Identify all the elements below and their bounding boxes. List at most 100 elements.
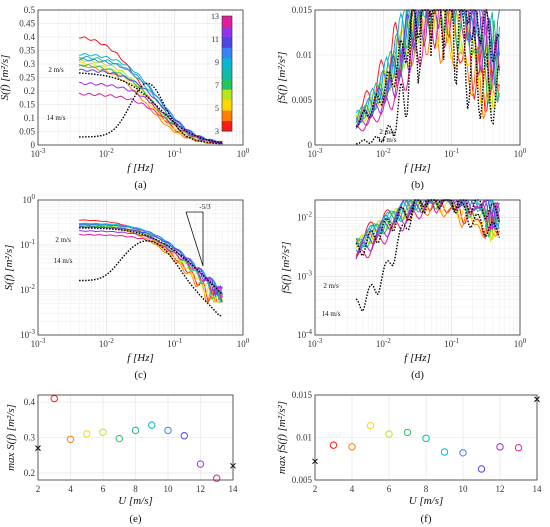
tick-label: 0.01 bbox=[296, 50, 312, 60]
tick-label: 0.25 bbox=[19, 73, 35, 83]
colorbar-swatch bbox=[222, 57, 232, 69]
data-point-6 bbox=[99, 428, 107, 436]
data-point-4 bbox=[348, 443, 356, 451]
colorbar-swatch bbox=[222, 68, 232, 80]
x-axis-label: f [Hz] bbox=[404, 352, 431, 364]
tick-label: 100 bbox=[23, 193, 36, 205]
x-axis-label: f [Hz] bbox=[404, 162, 431, 174]
panel-label: (d) bbox=[411, 369, 424, 381]
tick-label: 4 bbox=[68, 484, 73, 494]
annotation-2ms: 2 m/s bbox=[379, 128, 395, 136]
panel-label: (e) bbox=[129, 513, 142, 525]
tick-label: 100 bbox=[514, 147, 527, 159]
colorbar-tick: 5 bbox=[215, 104, 219, 113]
tick-label: 10-3 bbox=[297, 269, 312, 281]
y-axis-label: fS(f) [m²/s²] bbox=[276, 51, 288, 103]
colorbar-tick: 9 bbox=[215, 58, 219, 67]
tick-label: 0.005 bbox=[292, 95, 313, 105]
colorbar-tick: 7 bbox=[215, 81, 219, 90]
plot-area bbox=[38, 200, 243, 335]
y-axis-label: max S(f) [m²/s] bbox=[5, 404, 17, 471]
tick-label: 10-2 bbox=[376, 337, 391, 349]
x-axis-label: f [Hz] bbox=[127, 162, 154, 174]
colorbar-swatch bbox=[222, 110, 232, 122]
axes-frame bbox=[37, 394, 234, 481]
series-line-dot-2 bbox=[79, 227, 223, 296]
tick-label: 6 bbox=[101, 484, 106, 494]
tick-label: 0.015 bbox=[292, 390, 313, 400]
slope-triangle bbox=[185, 211, 204, 267]
series-line-dot-14 bbox=[79, 82, 223, 145]
axes-frame bbox=[37, 199, 244, 336]
y-axis-label: S(f) [m²/s] bbox=[0, 55, 11, 101]
tick-label: 4 bbox=[350, 484, 355, 494]
data-point-3 bbox=[329, 441, 338, 449]
panel-e: 2 4 6 8 10 12 14 0.2 0.3 0.4 U [m/s] max S(f) [m²/s… bbox=[5, 394, 238, 525]
data-point-10 bbox=[459, 449, 467, 457]
panel-a: 10-3 10-2 10-1 100 0 0.05 0.1 0.15 0.2 0.25 0.3 0.3… bbox=[0, 5, 250, 191]
tick-label: 10-3 bbox=[31, 147, 46, 159]
series-line-11 bbox=[78, 68, 223, 144]
panel-label: (f) bbox=[421, 513, 432, 525]
tick-label: 12 bbox=[196, 484, 205, 494]
tick-label: 0 bbox=[31, 140, 36, 150]
colorbar-swatch bbox=[222, 36, 232, 48]
colorbar-swatch bbox=[222, 78, 232, 90]
tick-label: 10-3 bbox=[308, 337, 323, 349]
tick-label: 10-3 bbox=[31, 337, 46, 349]
data-point-8 bbox=[422, 434, 430, 443]
series-line-13 bbox=[78, 92, 223, 144]
colorbar-swatch bbox=[222, 26, 232, 38]
panel-label: (c) bbox=[134, 369, 147, 381]
panel-f: 2 4 6 8 10 12 14 0.005 0.01 0.015 U [m/s] max fS(f)… bbox=[276, 390, 542, 525]
data-point-7 bbox=[403, 428, 412, 437]
tick-label: 10-2 bbox=[99, 337, 114, 349]
series-line-12 bbox=[79, 81, 223, 144]
colorbar-swatch bbox=[222, 47, 232, 59]
tick-label: 0.3 bbox=[24, 59, 36, 69]
data-point-8 bbox=[131, 426, 140, 435]
tick-label: 10-2 bbox=[99, 147, 114, 159]
x-axis-label: f [Hz] bbox=[127, 352, 154, 364]
y-axis-label: max fS(f) [m²/s²] bbox=[276, 401, 288, 474]
annotation-14ms: 14 m/s bbox=[47, 114, 66, 122]
tick-label: 10-2 bbox=[376, 147, 391, 159]
tick-label: 10-1 bbox=[444, 147, 459, 159]
tick-label: 0.15 bbox=[19, 100, 35, 110]
data-point-11 bbox=[180, 432, 188, 440]
tick-label: 100 bbox=[237, 147, 250, 159]
annotation-slope: -5/3 bbox=[199, 203, 211, 211]
data-point-12 bbox=[196, 460, 205, 468]
tick-label: 8 bbox=[133, 484, 138, 494]
series-line-13 bbox=[79, 233, 223, 303]
tick-label: 0.4 bbox=[24, 32, 36, 42]
y-axis-label: fS(f) [m²/s²] bbox=[280, 241, 292, 293]
series-line-5 bbox=[355, 199, 500, 256]
tick-label: 2 bbox=[313, 484, 318, 494]
panel-label: (a) bbox=[134, 179, 147, 191]
data-point-9 bbox=[148, 421, 156, 429]
series-line-12 bbox=[79, 230, 223, 298]
series-line-11 bbox=[79, 226, 223, 296]
tick-label: 10 bbox=[459, 484, 469, 494]
annotation-2ms: 2 m/s bbox=[323, 282, 339, 290]
tick-label: 10-2 bbox=[20, 283, 35, 295]
tick-label: 10-4 bbox=[297, 328, 312, 340]
annotation-2ms: 2 m/s bbox=[48, 66, 64, 74]
data-point-9 bbox=[440, 448, 449, 456]
data-point-4 bbox=[66, 435, 75, 443]
series-line-9 bbox=[79, 222, 223, 301]
tick-label: 0.3 bbox=[24, 433, 36, 443]
annotation-14ms: 14 m/s bbox=[322, 310, 341, 318]
colorbar-tick: 13 bbox=[211, 12, 219, 21]
data-point-6 bbox=[385, 430, 393, 438]
annotation-14ms: 14 m/s bbox=[54, 257, 73, 265]
tick-label: 10-1 bbox=[444, 337, 459, 349]
tick-label: 0.35 bbox=[19, 46, 35, 56]
series-line-dot-2 bbox=[79, 72, 223, 144]
data-point-13 bbox=[514, 444, 523, 452]
panel-b: 10-3 10-2 10-1 100 0 0.005 0.01 0.015 f [Hz] fS(f… bbox=[276, 5, 527, 191]
tick-label: 0 bbox=[308, 140, 313, 150]
